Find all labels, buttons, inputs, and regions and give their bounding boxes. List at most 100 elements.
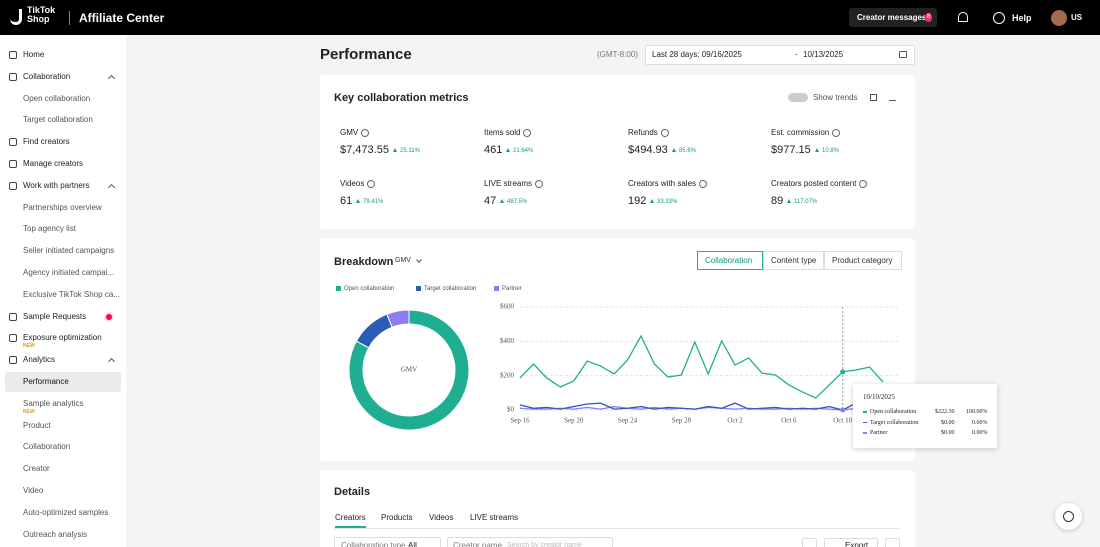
- legend-label: Target collaboration: [424, 286, 477, 292]
- nav-item[interactable]: Analytics: [23, 355, 56, 365]
- date-range[interactable]: [645, 45, 915, 65]
- x-tick-label: Oct 10: [833, 417, 852, 425]
- tooltip-swatch: [863, 411, 867, 413]
- up-arrow: [650, 199, 654, 203]
- export-button[interactable]: [824, 538, 878, 547]
- tab[interactable]: Products: [381, 513, 413, 522]
- icon[interactable]: [870, 94, 877, 101]
- donut-segment: [386, 309, 410, 328]
- nav-subitem[interactable]: Top agency list: [23, 224, 76, 234]
- tab[interactable]: Creators: [335, 513, 366, 522]
- info-icon: [859, 180, 867, 188]
- bell-icon[interactable]: [958, 12, 968, 22]
- legend-swatch: [416, 286, 421, 291]
- tab[interactable]: [763, 251, 824, 270]
- search[interactable]: [447, 537, 613, 547]
- metric-value: $7,473.55: [340, 144, 389, 156]
- icon[interactable]: [885, 538, 900, 547]
- metric-change: 487.5%: [507, 199, 528, 205]
- filter-label: Collaboration type: [341, 541, 406, 547]
- nav-subitem[interactable]: Video: [23, 486, 44, 495]
- nav-subitem[interactable]: Open collaboration: [23, 93, 91, 103]
- help-icon[interactable]: [993, 12, 1005, 24]
- tooltip-value: $222.30: [935, 409, 955, 415]
- metric-value: 61: [340, 195, 353, 207]
- nav-item[interactable]: Home: [23, 50, 45, 59]
- up-arrow: [356, 199, 360, 203]
- series-line: [519, 334, 884, 399]
- tab-label[interactable]: Collaboration: [705, 256, 753, 265]
- info-icon: [661, 129, 669, 137]
- metric-label: LIVE streams: [484, 179, 533, 188]
- icon[interactable]: [802, 538, 817, 547]
- nav-subitem[interactable]: Agency initiated campai...: [23, 268, 115, 277]
- date-start[interactable]: Last 28 days: 09/16/2025: [652, 50, 742, 59]
- metric-label: Creators posted content: [771, 179, 857, 188]
- nav-subitem[interactable]: Creator: [23, 464, 50, 474]
- nav-subitem[interactable]: Product: [23, 420, 51, 430]
- help-label[interactable]: Help: [1012, 13, 1032, 23]
- metric-label: Refunds: [628, 128, 658, 137]
- info-icon: [523, 129, 531, 137]
- tab[interactable]: LIVE streams: [470, 513, 519, 522]
- tooltip-share: 0.00%: [972, 419, 988, 426]
- metric-change: 10.8%: [822, 148, 840, 154]
- tab-label[interactable]: Content type: [771, 256, 817, 265]
- up-arrow: [506, 148, 510, 152]
- nav-icon: [9, 160, 17, 168]
- tooltip-swatch: [863, 421, 867, 423]
- donut-segment: [355, 313, 393, 349]
- messages-button[interactable]: [849, 8, 937, 27]
- nav-item[interactable]: Work with partners: [23, 180, 90, 190]
- nav-subitem[interactable]: Exclusive TikTok Shop ca...: [23, 289, 120, 299]
- tab[interactable]: [824, 251, 902, 270]
- nav-subitem[interactable]: Collaboration: [23, 442, 71, 452]
- toggle-label: Show trends: [813, 93, 858, 102]
- nav-item[interactable]: Exposure optimization: [23, 333, 102, 343]
- card: [320, 75, 915, 229]
- metric-value: $494.93: [628, 144, 668, 156]
- tab[interactable]: [697, 251, 763, 270]
- nav-subitem[interactable]: Outreach analysis: [23, 529, 88, 539]
- help-fab-icon: [1063, 511, 1074, 522]
- x-tick-label: Sep 20: [564, 417, 584, 425]
- nav-subitem[interactable]: Auto-optimized samples: [23, 507, 109, 517]
- metric-change: 85.6%: [679, 148, 697, 154]
- metric-select[interactable]: GMV: [395, 257, 411, 264]
- nav-subitem[interactable]: Performance: [23, 377, 69, 386]
- nav-item[interactable]: Collaboration: [23, 71, 71, 81]
- nav-item[interactable]: Manage creators: [23, 159, 84, 168]
- tooltip-value: $0.00: [941, 419, 955, 426]
- x-tick-label: Sep 24: [618, 417, 638, 425]
- nav-subitem[interactable]: Seller initiated campaigns: [23, 246, 115, 256]
- tooltip-name: Target collaboration: [870, 419, 919, 426]
- up-arrow: [500, 199, 504, 203]
- tooltip-date: 10/10/2025: [863, 393, 895, 401]
- logo-icon: [10, 9, 22, 25]
- nav-item[interactable]: Sample Requests: [23, 311, 87, 321]
- x-tick-label: Sep 16: [510, 417, 530, 425]
- nav-subitem[interactable]: Partnerships overview: [23, 202, 102, 212]
- avatar[interactable]: [1051, 10, 1067, 26]
- y-tick-label: $0: [507, 406, 515, 414]
- filter[interactable]: [334, 537, 441, 547]
- metric-change: 79.41%: [363, 199, 384, 205]
- app-title: Affiliate Center: [79, 11, 165, 25]
- region[interactable]: US: [1071, 13, 1083, 22]
- info-icon: [535, 180, 543, 188]
- metric-value: 461: [484, 144, 503, 156]
- y-tick-label: $400: [500, 337, 515, 345]
- export-label[interactable]: Export: [845, 541, 869, 547]
- metric-label: Videos: [340, 179, 365, 188]
- tab[interactable]: Videos: [429, 513, 454, 522]
- metric-label: Items sold: [484, 128, 521, 137]
- nav-subitem[interactable]: Target collaboration: [23, 115, 93, 125]
- nav-subitem[interactable]: Sample analytics: [23, 398, 84, 408]
- nav-item[interactable]: Find creators: [23, 137, 70, 147]
- icon[interactable]: [889, 94, 896, 101]
- toggle[interactable]: [788, 93, 808, 102]
- up-arrow: [815, 148, 819, 152]
- tab-label[interactable]: Product category: [832, 256, 893, 265]
- date-end[interactable]: 10/13/2025: [803, 50, 844, 59]
